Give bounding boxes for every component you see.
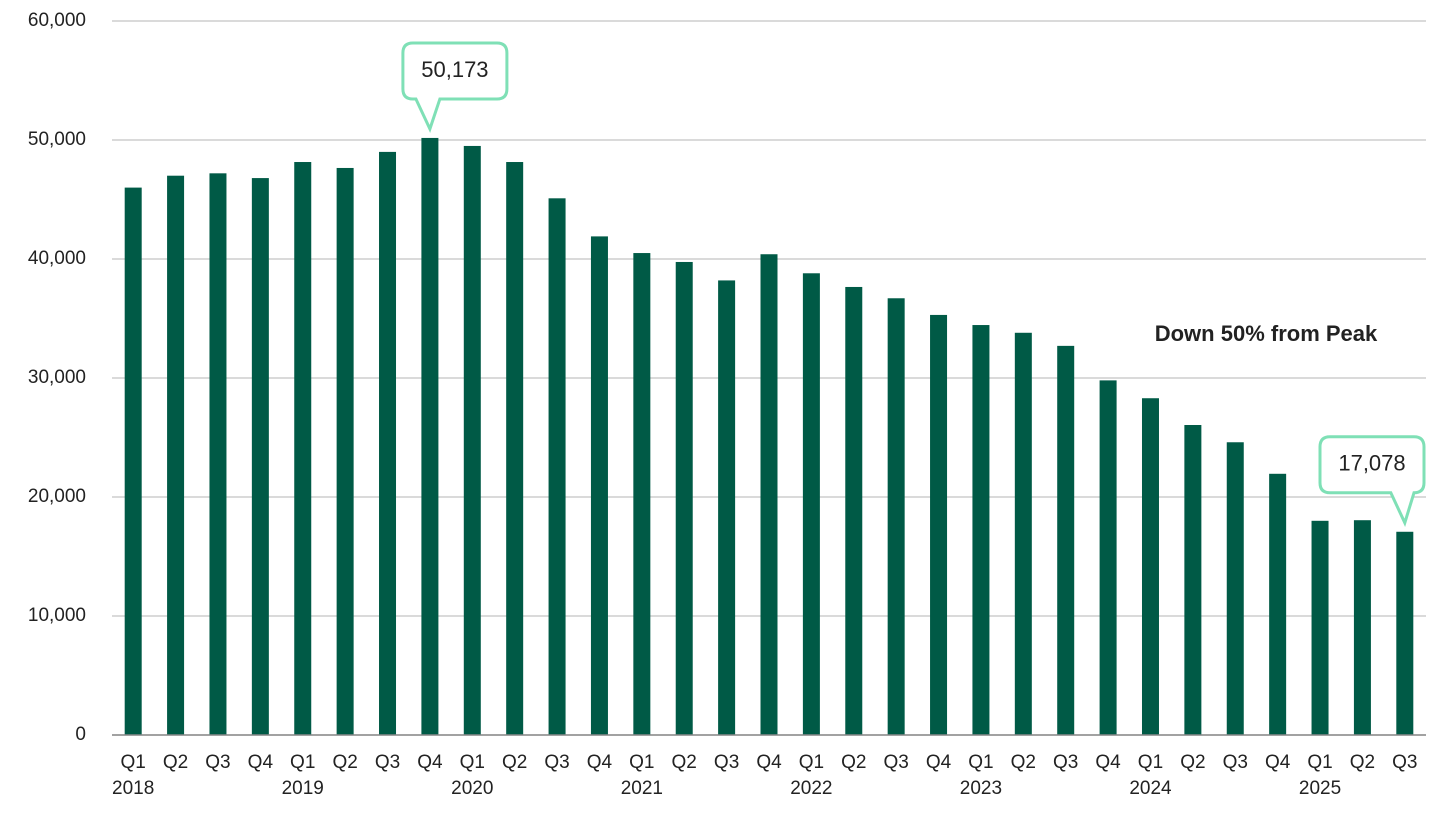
x-group-label: 2019 — [282, 778, 324, 799]
bar — [1014, 332, 1032, 735]
bar — [802, 273, 820, 735]
bar — [675, 261, 693, 735]
bar — [760, 254, 778, 736]
y-tick-label: 0 — [75, 724, 86, 745]
bar — [1396, 531, 1414, 735]
x-group-label: 2020 — [451, 778, 493, 799]
x-tick-label: Q4 — [248, 752, 274, 773]
x-group-label: 2023 — [960, 778, 1002, 799]
callout — [1318, 435, 1426, 527]
x-tick-label: Q1 — [1138, 752, 1163, 773]
value-label: 17,078 — [1338, 451, 1405, 476]
bar — [1311, 520, 1329, 735]
x-tick-label: Q1 — [460, 752, 485, 773]
x-group-label: 2024 — [1129, 778, 1172, 799]
bar — [845, 286, 863, 735]
bar — [421, 137, 439, 736]
x-tick-label: Q4 — [1265, 752, 1291, 773]
x-tick-label: Q2 — [332, 752, 357, 773]
x-tick-label: Q4 — [1095, 752, 1121, 773]
bar — [718, 280, 736, 735]
x-tick-label: Q1 — [1307, 752, 1332, 773]
x-tick-label: Q1 — [799, 752, 824, 773]
x-tick-label: Q3 — [883, 752, 908, 773]
x-tick-label: Q4 — [926, 752, 952, 773]
y-tick-label: 10,000 — [28, 605, 86, 626]
bar — [1226, 442, 1244, 735]
x-tick-label: Q2 — [163, 752, 188, 773]
bar — [379, 151, 397, 735]
x-tick-label: Q3 — [1223, 752, 1248, 773]
y-tick-label: 40,000 — [28, 248, 86, 269]
x-tick-label: Q2 — [1350, 752, 1375, 773]
x-tick-label: Q1 — [629, 752, 654, 773]
x-tick-label: Q1 — [121, 752, 146, 773]
y-tick-label: 20,000 — [28, 486, 86, 507]
bar — [1141, 398, 1159, 735]
value-label: 50,173 — [421, 57, 488, 82]
x-group-label: 2018 — [112, 778, 154, 799]
y-tick-label: 50,000 — [28, 129, 86, 150]
bar — [972, 325, 990, 735]
bar — [1057, 345, 1075, 735]
x-tick-label: Q3 — [1392, 752, 1417, 773]
bar — [251, 178, 269, 735]
callout — [401, 41, 509, 133]
bar — [124, 187, 142, 736]
x-tick-label: Q4 — [756, 752, 782, 773]
bar — [1184, 425, 1202, 735]
x-tick-label: Q2 — [502, 752, 527, 773]
x-tick-label: Q2 — [1011, 752, 1036, 773]
bar — [930, 314, 948, 735]
x-group-label: 2022 — [790, 778, 832, 799]
bar — [1099, 380, 1117, 735]
bar — [167, 175, 185, 735]
bar — [1353, 520, 1371, 735]
x-tick-label: Q3 — [205, 752, 230, 773]
bar — [209, 173, 227, 735]
bar — [548, 198, 566, 735]
y-tick-label: 30,000 — [28, 367, 86, 388]
x-tick-label: Q3 — [375, 752, 400, 773]
y-tick-label: 60,000 — [28, 10, 86, 31]
x-group-label: 2021 — [621, 778, 663, 799]
x-tick-label: Q4 — [587, 752, 613, 773]
x-tick-label: Q3 — [544, 752, 569, 773]
bar — [463, 145, 481, 735]
bar — [294, 162, 312, 735]
x-tick-label: Q2 — [1180, 752, 1205, 773]
bar — [336, 167, 354, 736]
x-tick-label: Q1 — [290, 752, 315, 773]
bar — [506, 162, 524, 735]
x-tick-label: Q4 — [417, 752, 443, 773]
bar — [633, 253, 651, 736]
x-tick-label: Q1 — [968, 752, 993, 773]
x-tick-label: Q3 — [714, 752, 739, 773]
x-tick-label: Q3 — [1053, 752, 1078, 773]
x-group-label: 2025 — [1299, 778, 1341, 799]
x-tick-label: Q2 — [841, 752, 866, 773]
bar — [590, 236, 608, 735]
bar — [887, 298, 905, 735]
annotation: Down 50% from Peak — [1155, 321, 1378, 346]
bar — [1269, 473, 1287, 735]
x-tick-label: Q2 — [672, 752, 697, 773]
